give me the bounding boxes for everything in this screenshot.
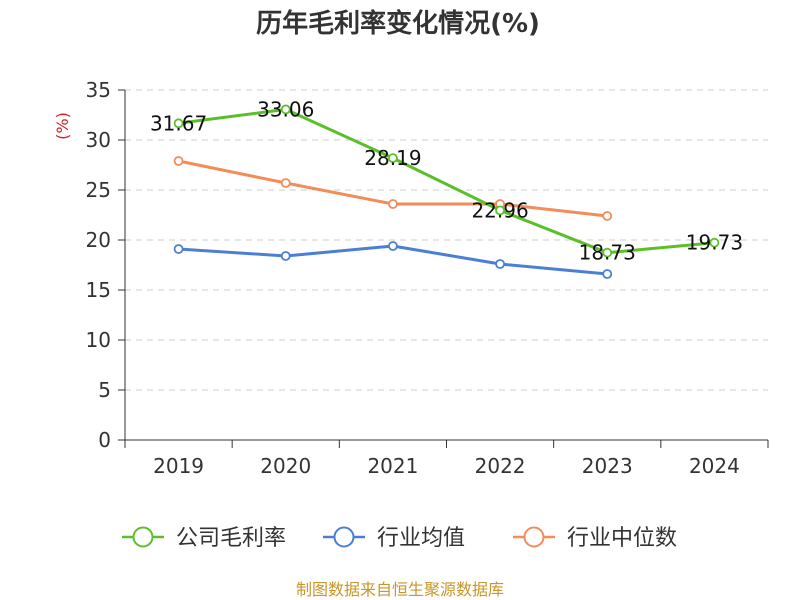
x-tick-label-2024: 2024 xyxy=(689,454,740,478)
x-tick-label-2021: 2021 xyxy=(367,454,418,478)
series-2-point-2021 xyxy=(388,199,398,209)
axes xyxy=(124,90,768,441)
legend-marker-1 xyxy=(333,526,355,548)
data-label-2024: 19.73 xyxy=(686,231,743,255)
series-0-point-2019 xyxy=(173,118,184,129)
series-2-point-2019 xyxy=(173,156,184,166)
x-tick-label-2019: 2019 xyxy=(153,454,204,478)
y-tick-label-5: 5 xyxy=(98,378,111,402)
series-0-point-2022 xyxy=(495,205,505,216)
series-1-point-2019 xyxy=(173,244,184,254)
series-1-point-2021 xyxy=(388,241,398,251)
chart-title: 历年毛利率变化情况(%) xyxy=(256,8,540,39)
x-axis-ticks: 2019 2020 2021 2022 2023 2024 xyxy=(124,440,769,478)
series-0-point-2023 xyxy=(602,247,613,258)
y-tick-label-0: 0 xyxy=(98,428,111,452)
legend-label-2: 行业中位数 xyxy=(567,526,677,551)
y-tick-label-30: 30 xyxy=(86,128,111,152)
series-0-point-2020 xyxy=(280,104,291,115)
series-layer xyxy=(173,104,720,279)
y-tick-label-20: 20 xyxy=(86,228,111,252)
series-0-point-2024 xyxy=(709,237,720,248)
series-line-0 xyxy=(178,107,715,255)
series-1-point-2020 xyxy=(280,251,291,261)
data-labels: 31.67 33.06 28.19 22.96 18.73 19.73 xyxy=(150,97,743,264)
legend-label-0: 公司毛利率 xyxy=(176,526,286,551)
series-1-point-2022 xyxy=(495,259,505,269)
legend[interactable]: 公司毛利率 行业均值 行业中位数 xyxy=(122,526,677,551)
data-label-2023: 18.73 xyxy=(579,241,636,265)
series-1-point-2023 xyxy=(602,269,613,279)
y-tick-label-25: 25 xyxy=(86,178,111,202)
x-tick-label-2020: 2020 xyxy=(260,454,311,478)
x-tick-label-2023: 2023 xyxy=(582,454,633,478)
source-note: 制图数据来自恒生聚源数据库 xyxy=(296,580,504,599)
series-0-point-2021 xyxy=(388,153,398,164)
legend-marker-0 xyxy=(132,526,154,548)
x-tick-label-2022: 2022 xyxy=(475,454,526,478)
data-label-2020: 33.06 xyxy=(257,97,314,121)
y-tick-label-35: 35 xyxy=(86,78,111,102)
y-tick-label-10: 10 xyxy=(86,328,111,352)
gridlines xyxy=(125,89,768,391)
data-label-2022: 22.96 xyxy=(471,198,528,222)
series-2-point-2023 xyxy=(602,211,613,221)
legend-label-1: 行业均值 xyxy=(377,526,465,551)
data-label-2021: 28.19 xyxy=(364,146,421,170)
series-2-point-2020 xyxy=(280,178,291,188)
y-axis-label: (%) xyxy=(53,112,72,140)
legend-marker-2 xyxy=(523,526,545,548)
data-label-2019: 31.67 xyxy=(150,111,207,135)
y-tick-label-15: 15 xyxy=(86,278,111,302)
y-axis-ticks: 0 5 10 15 20 25 30 35 xyxy=(86,78,125,452)
